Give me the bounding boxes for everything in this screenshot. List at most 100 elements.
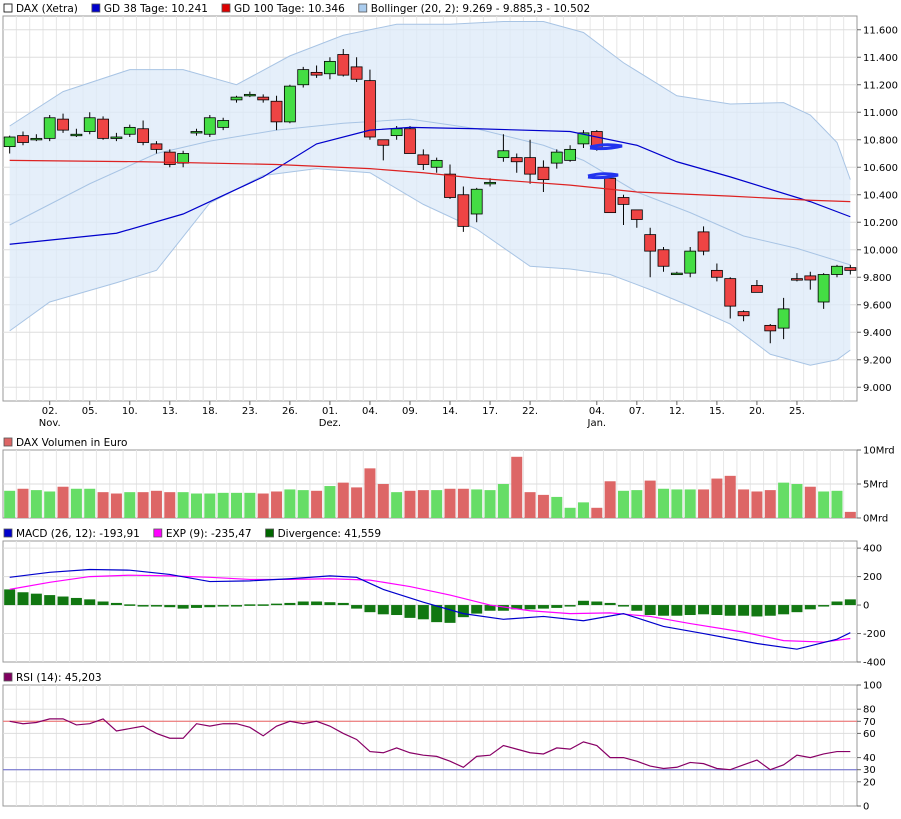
divergence-bar bbox=[751, 605, 763, 617]
candle-body bbox=[604, 177, 617, 214]
exp-line bbox=[9, 574, 851, 643]
candle bbox=[791, 273, 803, 282]
volume-bar bbox=[791, 484, 803, 518]
candle bbox=[457, 186, 470, 232]
candle-body bbox=[43, 117, 56, 139]
legend-swatch bbox=[3, 3, 13, 13]
volume-bar bbox=[457, 488, 469, 518]
legend-swatch bbox=[3, 672, 13, 682]
volume-bar bbox=[431, 490, 443, 518]
divergence-bar bbox=[57, 596, 69, 606]
y-tick-label: 0 bbox=[863, 601, 869, 612]
candle-body bbox=[123, 126, 136, 135]
divergence-bar bbox=[844, 599, 856, 606]
candle bbox=[43, 115, 56, 142]
volume-bar bbox=[831, 490, 843, 518]
candle bbox=[644, 227, 657, 278]
candle bbox=[817, 273, 830, 309]
candle-body bbox=[163, 151, 176, 165]
volume-bar bbox=[818, 491, 830, 518]
volume-bar bbox=[124, 492, 136, 518]
x-tick-label: 04. bbox=[362, 406, 378, 417]
x-tick-label: 10. bbox=[122, 406, 138, 417]
divergence-bar bbox=[337, 602, 349, 606]
candle bbox=[577, 130, 590, 148]
candle-body bbox=[737, 311, 750, 317]
x-tick-label: 09. bbox=[402, 406, 418, 417]
y-tick-label: 10.400 bbox=[863, 190, 898, 201]
legend-label: GD 100 Tage: 10.346 bbox=[234, 3, 345, 15]
legend-label: Bollinger (20, 2): 9.269 - 9.885,3 - 10.… bbox=[371, 3, 590, 15]
y-tick-label: 20 bbox=[863, 777, 876, 788]
x-month-label: Nov. bbox=[39, 418, 61, 429]
candle-body bbox=[337, 54, 350, 76]
legend-swatch bbox=[358, 3, 368, 13]
candle-body bbox=[17, 135, 29, 143]
candle-body bbox=[644, 234, 657, 252]
volume-bar bbox=[591, 507, 603, 518]
candle-body bbox=[657, 249, 670, 267]
candle-body bbox=[697, 231, 710, 252]
legend-swatch bbox=[153, 528, 163, 538]
y-tick-label: 11.600 bbox=[863, 25, 898, 36]
divergence-bar bbox=[271, 603, 283, 606]
candle bbox=[404, 126, 416, 154]
candle bbox=[283, 84, 296, 124]
volume-bar bbox=[417, 490, 429, 518]
volume-bar bbox=[497, 484, 509, 518]
divergence-bar bbox=[591, 601, 603, 606]
volume-bar bbox=[804, 486, 816, 518]
volume-bar bbox=[711, 478, 723, 518]
legend-label: RSI (14): 45,203 bbox=[16, 672, 102, 684]
divergence-bar bbox=[551, 605, 563, 608]
y-tick-label: 10.200 bbox=[863, 218, 898, 229]
volume-bar bbox=[537, 494, 549, 518]
candle-body bbox=[310, 71, 323, 76]
candle-body bbox=[710, 269, 723, 278]
bollinger-lower-line bbox=[9, 168, 851, 366]
volume-bar bbox=[311, 490, 323, 518]
divergence-bar bbox=[417, 605, 429, 620]
divergence-bar bbox=[444, 605, 456, 623]
x-month-label: Jan. bbox=[587, 418, 607, 429]
candle bbox=[844, 264, 857, 275]
divergence-bar bbox=[724, 605, 736, 616]
candle-body bbox=[390, 128, 403, 137]
y-tick-label: 11.400 bbox=[863, 53, 898, 64]
candle-body bbox=[70, 133, 83, 137]
volume-bar bbox=[738, 489, 750, 518]
candle bbox=[697, 226, 710, 256]
volume-bar bbox=[377, 484, 389, 518]
candle bbox=[537, 160, 550, 192]
candle-body bbox=[564, 148, 577, 161]
candle bbox=[324, 57, 336, 80]
volume-bar bbox=[204, 493, 216, 518]
candle-body bbox=[217, 120, 230, 128]
candle bbox=[163, 149, 176, 168]
candle bbox=[804, 271, 817, 290]
candle bbox=[97, 116, 109, 140]
y-tick-label: 0Mrd bbox=[863, 514, 888, 525]
candle bbox=[297, 66, 310, 88]
y-tick-label: 9.800 bbox=[863, 273, 892, 284]
x-month-label: Dez. bbox=[319, 418, 341, 429]
divergence-bar bbox=[257, 604, 269, 606]
x-tick-label: 12. bbox=[669, 406, 685, 417]
divergence-bar bbox=[377, 605, 389, 615]
x-tick-label: 05. bbox=[82, 406, 98, 417]
volume-bar bbox=[70, 488, 82, 518]
y-tick-label: 9.200 bbox=[863, 355, 892, 366]
candle-body bbox=[430, 159, 443, 168]
candle-body bbox=[97, 118, 109, 139]
candle-body bbox=[257, 96, 270, 101]
x-tick-label: 26. bbox=[282, 406, 298, 417]
candle bbox=[657, 247, 670, 272]
legend-swatch bbox=[3, 528, 13, 538]
candle-body bbox=[297, 69, 310, 86]
candle bbox=[257, 94, 270, 103]
divergence-bar bbox=[804, 605, 816, 610]
rsi-line bbox=[9, 718, 851, 771]
candle bbox=[831, 264, 843, 278]
